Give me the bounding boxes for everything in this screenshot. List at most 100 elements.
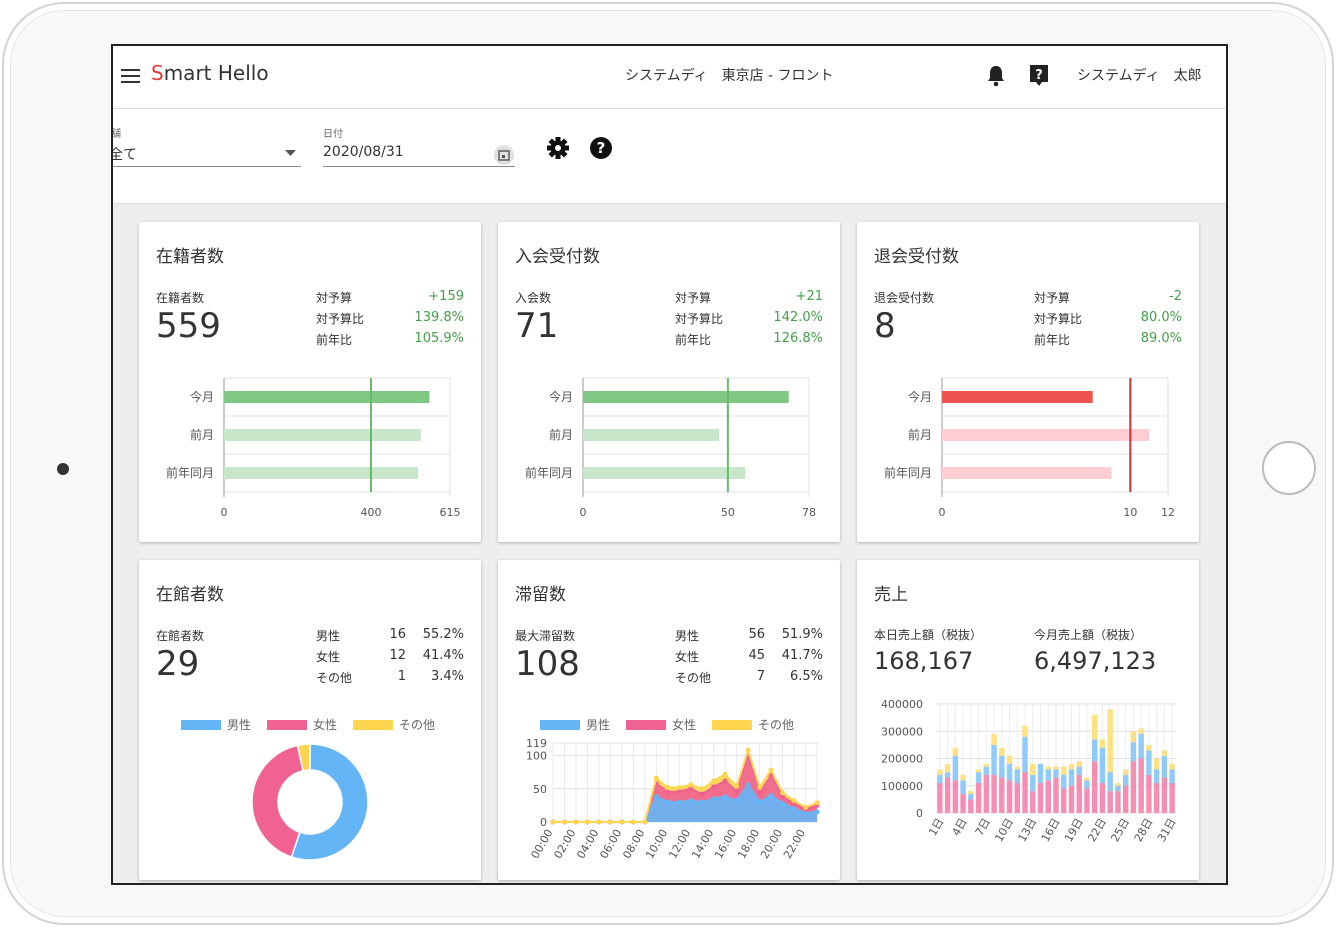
bar-segment bbox=[1045, 766, 1051, 770]
bar-segment bbox=[983, 763, 990, 767]
stat-count: 7 bbox=[756, 669, 765, 684]
x-tick-label: 4日 bbox=[949, 816, 969, 838]
y-tick-label: 100 bbox=[526, 750, 547, 763]
bar-segment bbox=[1022, 772, 1028, 813]
x-tick-label: 12:00 bbox=[666, 827, 693, 861]
help-icon[interactable]: ? bbox=[589, 136, 613, 160]
date-input[interactable]: 2020/08/31 bbox=[323, 144, 404, 160]
card-title: 在館者数 bbox=[156, 585, 224, 605]
bar-segment bbox=[1146, 774, 1152, 813]
dropdown-arrow[interactable] bbox=[285, 149, 297, 157]
point bbox=[780, 794, 786, 800]
point bbox=[745, 782, 751, 788]
x-tick-label: 04:00 bbox=[574, 827, 601, 861]
bar-segment bbox=[1107, 709, 1113, 773]
x-tick-label: 400 bbox=[360, 506, 381, 519]
stat-value: +159 bbox=[428, 289, 464, 304]
camera bbox=[57, 463, 69, 475]
y-tick-label: 前月 bbox=[549, 427, 573, 442]
point bbox=[768, 767, 774, 773]
bar-segment bbox=[1099, 747, 1106, 784]
y-tick-label: 前月 bbox=[908, 427, 932, 442]
bar bbox=[583, 467, 746, 479]
bar-segment bbox=[968, 791, 974, 794]
menu-icon[interactable] bbox=[121, 68, 141, 84]
stat-count: 12 bbox=[389, 648, 406, 663]
metric-value: 108 bbox=[515, 644, 580, 684]
card: 在籍者数 在籍者数 559 対予算 +159 対予算比 139.8% 前年比 105.9% 0 40… bbox=[139, 222, 481, 542]
bar-segment bbox=[991, 733, 997, 745]
calendar-icon[interactable] bbox=[493, 144, 515, 166]
card-title: 売上 bbox=[874, 585, 908, 605]
bar-segment bbox=[944, 777, 951, 813]
bar-segment bbox=[1161, 777, 1168, 813]
home-button[interactable] bbox=[1262, 441, 1316, 495]
point bbox=[676, 788, 682, 794]
metric-value: 559 bbox=[156, 306, 221, 346]
x-tick-label: 10日 bbox=[992, 816, 1016, 844]
x-tick-label: 14:00 bbox=[689, 827, 716, 861]
y-tick-label: 前月 bbox=[190, 427, 214, 442]
legend-swatch bbox=[181, 720, 221, 730]
point bbox=[711, 796, 717, 802]
point bbox=[768, 792, 774, 798]
x-tick-label: 20:00 bbox=[758, 827, 785, 861]
bar-segment bbox=[960, 780, 966, 794]
stat-label: 前年比 bbox=[675, 333, 712, 347]
help-icon[interactable]: ? bbox=[1028, 63, 1050, 89]
stat-percent: 41.4% bbox=[422, 648, 464, 663]
point bbox=[665, 784, 671, 790]
bar-segment bbox=[1006, 763, 1013, 781]
point bbox=[803, 804, 809, 810]
point bbox=[734, 788, 740, 794]
legend-swatch bbox=[353, 720, 393, 730]
metric-label: 入会数 bbox=[515, 291, 552, 305]
bar-segment bbox=[1068, 763, 1075, 770]
legend-swatch bbox=[626, 720, 666, 730]
x-tick-label: 28日 bbox=[1132, 816, 1156, 844]
bar-segment bbox=[1169, 769, 1175, 784]
bar-segment bbox=[1006, 780, 1013, 813]
legend-label: 女性 bbox=[313, 717, 337, 732]
y-tick-label: 今月 bbox=[549, 389, 573, 404]
bar-segment bbox=[1130, 731, 1137, 743]
bar-segment bbox=[1084, 780, 1090, 789]
stat-label: 対予算 bbox=[316, 291, 353, 305]
stat-label: 前年比 bbox=[1034, 333, 1071, 347]
point bbox=[711, 778, 717, 784]
date-label: 日付 bbox=[323, 129, 343, 140]
figure-value: 6,497,123 bbox=[1034, 647, 1157, 675]
store-select[interactable]: 全て bbox=[111, 147, 137, 163]
bar-segment bbox=[1146, 750, 1152, 775]
point bbox=[665, 789, 671, 795]
donut-slice bbox=[251, 744, 305, 858]
stat-label: その他 bbox=[316, 671, 353, 685]
bar-segment bbox=[937, 769, 943, 775]
legend-label: その他 bbox=[758, 718, 794, 732]
donut-slice bbox=[296, 743, 311, 772]
point bbox=[814, 809, 820, 815]
bar-segment bbox=[952, 747, 959, 756]
y-tick-label: 前年同月 bbox=[525, 465, 573, 480]
y-tick-label: 前年同月 bbox=[884, 465, 932, 480]
metric-value: 8 bbox=[874, 306, 896, 346]
point bbox=[676, 799, 682, 805]
user-name: システムディ 太郎 bbox=[1077, 68, 1202, 84]
chart: 男性 女性 その他 00:0002:0004:0006:0008:0010:0012:… bbox=[526, 717, 820, 861]
legend-label: その他 bbox=[399, 718, 435, 732]
filter-bar: 店舗 全て 日付 2020/08/31 ? bbox=[113, 109, 1226, 204]
figure-value: 168,167 bbox=[874, 647, 974, 675]
stat-percent: 41.7% bbox=[781, 648, 823, 663]
bar-segment bbox=[1068, 769, 1075, 786]
point bbox=[734, 783, 740, 789]
stat-value: 80.0% bbox=[1140, 310, 1182, 325]
point bbox=[665, 799, 671, 805]
bar-segment bbox=[968, 799, 974, 813]
settings-icon[interactable] bbox=[546, 136, 570, 160]
bell-icon[interactable] bbox=[985, 64, 1007, 88]
stat-label: 男性 bbox=[675, 629, 700, 643]
bar-segment bbox=[1122, 769, 1129, 775]
point bbox=[699, 799, 705, 805]
card-title: 退会受付数 bbox=[874, 247, 959, 267]
